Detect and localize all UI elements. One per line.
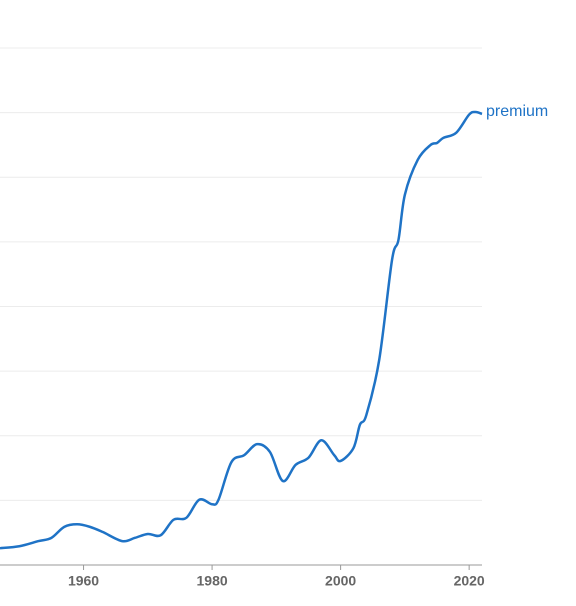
line (0, 110, 483, 550)
series-label: premium (486, 103, 548, 120)
x-tick-label: 2020 (454, 573, 485, 589)
x-tick-label: 1980 (197, 573, 228, 589)
x-tick-label: 1960 (68, 573, 99, 589)
x-tick-label: 2000 (325, 573, 356, 589)
